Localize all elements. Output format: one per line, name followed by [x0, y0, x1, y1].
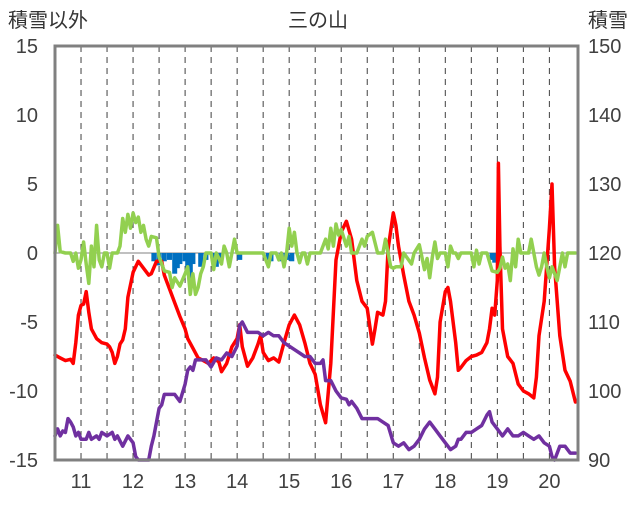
y-left-tick-label: -5: [20, 312, 38, 334]
bar-mark: [161, 253, 167, 262]
bar-mark: [265, 253, 271, 260]
series-line-4: [53, 320, 578, 462]
y-right-tick-label: 140: [588, 105, 621, 127]
chart-title: 三の山: [288, 9, 348, 32]
y-left-tick-label: 0: [27, 243, 38, 265]
bar-mark: [177, 253, 183, 265]
x-tick-label: 17: [382, 471, 404, 493]
bar-mark: [187, 253, 193, 280]
x-tick-label: 15: [278, 471, 300, 493]
bar-mark: [151, 253, 157, 262]
x-tick-label: 12: [122, 471, 144, 493]
bar-mark: [492, 253, 498, 263]
y-left-tick-label: -10: [9, 381, 38, 403]
y-left-tick-label: 10: [16, 105, 38, 127]
plot-frame: [53, 44, 580, 462]
x-tick-label: 13: [174, 471, 196, 493]
bar-mark: [237, 253, 243, 260]
bar-mark: [489, 253, 495, 260]
y-left-tick-label: 5: [27, 174, 38, 196]
y-right-tick-label: 130: [588, 174, 621, 196]
right-axis-label: 積雪: [588, 9, 628, 32]
bar-mark: [182, 253, 188, 262]
x-tick-label: 20: [538, 471, 560, 493]
x-tick-label: 19: [486, 471, 508, 493]
series-line-1: [53, 161, 578, 425]
x-tick-label: 11: [71, 471, 92, 493]
x-tick-label: 16: [330, 471, 352, 493]
tick-layer: 11 12 13 14 15 16 17 18 19 20 15 10 5 0 -5 -10 -15 150 140…: [9, 36, 621, 493]
bar-mark: [174, 253, 180, 269]
bar-mark: [172, 253, 178, 274]
bar-mark: [190, 253, 196, 265]
y-right-tick-label: 120: [588, 243, 621, 265]
bar-mark: [211, 253, 217, 262]
bar-mark: [166, 253, 172, 260]
y-right-tick-label: 150: [588, 36, 621, 58]
x-tick-label: 18: [434, 471, 456, 493]
x-tick-label: 14: [226, 471, 248, 493]
line-layer: [53, 161, 578, 462]
left-axis-label: 積雪以外: [8, 9, 88, 32]
bar-mark: [198, 253, 204, 267]
y-right-tick-label: 90: [588, 450, 610, 472]
bar-mark: [185, 253, 191, 274]
y-right-tick-label: 110: [588, 312, 620, 334]
bar-mark: [289, 253, 295, 262]
y-right-tick-label: 100: [588, 381, 621, 403]
y-left-tick-label: -15: [9, 450, 38, 472]
series-line-2: [53, 211, 578, 297]
y-left-tick-label: 15: [16, 36, 38, 58]
